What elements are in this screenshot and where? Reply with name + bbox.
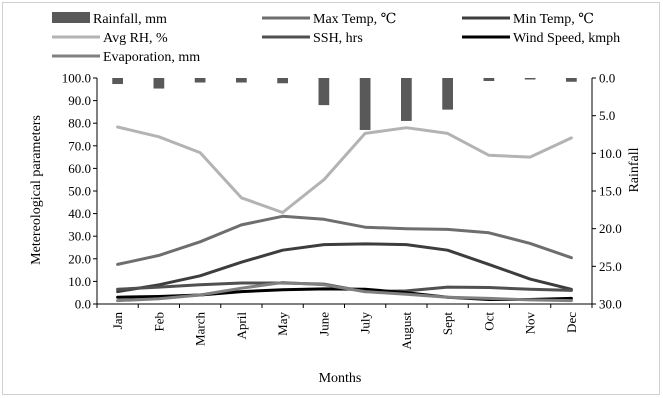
bar-rainfall-may xyxy=(277,78,288,84)
legend-item-ssh-hrs: SSH, hrs xyxy=(262,31,363,46)
x-tick-label-may: May xyxy=(275,312,290,336)
legend-label: Max Temp, ℃ xyxy=(313,12,396,27)
y2-tick-label: 10.0 xyxy=(599,146,622,161)
y-tick-label: 20.0 xyxy=(68,251,91,266)
line-max-temp xyxy=(116,214,573,266)
x-tick-label-march: March xyxy=(193,312,208,346)
bar-rainfall-august xyxy=(401,78,412,121)
series-lines xyxy=(116,125,573,303)
legend-label: Avg RH, % xyxy=(103,31,168,46)
bar-rainfall-nov xyxy=(524,78,536,80)
legend-swatch xyxy=(52,12,90,23)
legend: Rainfall, mm Max Temp, ℃ Min Temp, ℃ Avg RH… xyxy=(52,12,620,65)
y2-tick-label: 5.0 xyxy=(599,108,615,123)
chart-frame xyxy=(2,2,660,395)
x-tick-label-feb: Feb xyxy=(151,312,166,332)
y-tick-label: 80.0 xyxy=(68,116,91,131)
x-tick-label-june: June xyxy=(316,312,331,336)
y2-tick-label: 30.0 xyxy=(599,297,622,312)
legend-item-rainfall-mm: Rainfall, mm xyxy=(52,12,167,27)
x-tick-label-dec: Dec xyxy=(564,312,579,333)
plot-area: 0.0 10.0 20.0 30.0 40.0 50.0 60.0 70.0 80.0 90.0 1… xyxy=(62,71,622,350)
y2-tick-label: 25.0 xyxy=(599,259,622,274)
legend-item-min-temp: Min Temp, ℃ xyxy=(462,12,594,27)
x-tick-label-sept: Sept xyxy=(440,312,455,336)
y-tick-label: 0.0 xyxy=(75,297,91,312)
axes: 0.0 10.0 20.0 30.0 40.0 50.0 60.0 70.0 80.0 90.0 1… xyxy=(62,71,622,350)
bar-rainfall-dec xyxy=(566,78,577,82)
line-evaporation-mm xyxy=(116,281,573,303)
x-tick-label-april: April xyxy=(234,312,249,340)
bar-rainfall-feb xyxy=(153,78,165,89)
bar-rainfall-july xyxy=(359,78,371,130)
legend-label: Min Temp, ℃ xyxy=(513,12,594,27)
y-tick-label: 100.0 xyxy=(62,71,91,86)
x-tick-label-july: July xyxy=(358,312,373,334)
y2-tick-label: 15.0 xyxy=(599,184,622,199)
bar-rainfall-april xyxy=(236,78,247,83)
y-tick-label: 60.0 xyxy=(68,161,91,176)
y2-tick-label: 0.0 xyxy=(599,71,615,86)
legend-label: SSH, hrs xyxy=(313,31,363,46)
y-tick-label: 50.0 xyxy=(68,184,91,199)
bar-rainfall-sept xyxy=(442,78,453,110)
x-tick-label-august: August xyxy=(399,312,414,350)
legend-item-avg-rh: Avg RH, % xyxy=(52,31,168,46)
y-axis-title: Metereological parameters xyxy=(29,115,44,265)
y-tick-label: 10.0 xyxy=(68,274,91,289)
x-tick-label-oct: Oct xyxy=(481,312,496,331)
legend-item-wind-speed-kmph: Wind Speed, kmph xyxy=(462,31,620,46)
bar-rainfall-jan xyxy=(112,78,123,85)
legend-item-evaporation-mm: Evaporation, mm xyxy=(52,50,200,65)
y-tick-label: 30.0 xyxy=(68,229,91,244)
legend-item-max-temp: Max Temp, ℃ xyxy=(262,12,396,27)
legend-label: Wind Speed, kmph xyxy=(513,31,620,46)
y-tick-label: 90.0 xyxy=(68,93,91,108)
y-tick-label: 40.0 xyxy=(68,206,91,221)
bar-rainfall-march xyxy=(194,78,206,83)
y-tick-label: 70.0 xyxy=(68,138,91,153)
y2-tick-label: 20.0 xyxy=(599,221,622,236)
y2-axis-title: Rainfall xyxy=(627,147,642,192)
line-min-temp xyxy=(116,242,573,294)
rainfall-bars xyxy=(112,78,577,130)
legend-label: Rainfall, mm xyxy=(93,12,167,27)
x-axis-title: Months xyxy=(319,371,362,386)
bar-rainfall-june xyxy=(318,78,330,106)
bar-rainfall-oct xyxy=(483,78,495,82)
x-tick-label-nov: Nov xyxy=(523,312,538,335)
legend-label: Evaporation, mm xyxy=(103,50,200,65)
x-tick-label-jan: Jan xyxy=(110,312,125,330)
line-avg-rh xyxy=(116,125,573,214)
